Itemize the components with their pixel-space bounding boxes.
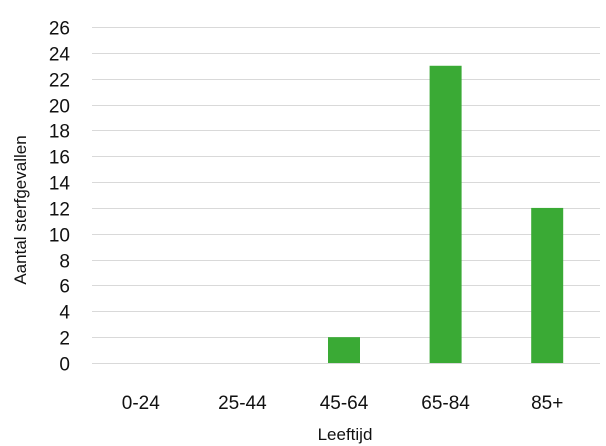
x-tick-label: 85+ [531,393,563,414]
y-tick-label: 4 [59,303,70,324]
y-tick-label: 18 [49,122,70,143]
bars [328,65,564,364]
bar-45-64 [328,337,360,363]
x-axis-title: Leeftijd [318,425,373,444]
y-tick-label: 2 [59,329,70,350]
y-tick-label: 6 [59,277,70,298]
y-tick-label: 8 [59,252,70,273]
bar-85+ [531,207,564,363]
x-tick-label: 65-84 [421,393,470,414]
y-tick-label: 22 [49,71,70,92]
bar-65-84 [429,65,462,364]
y-tick-label: 0 [59,355,70,376]
x-tick-label: 45-64 [320,393,369,414]
y-tick-label: 14 [49,174,71,195]
y-tick-label: 26 [49,19,70,40]
y-tick-label: 12 [49,200,70,221]
x-axis-ticks: 0-24 25-44 45-64 65-84 85+ [122,393,564,414]
y-tick-label: 16 [49,148,70,169]
y-axis-title: Aantal sterfgevallen [11,135,30,284]
x-tick-label: 0-24 [122,393,160,414]
x-tick-label: 25-44 [218,393,267,414]
y-tick-label: 20 [49,97,70,118]
y-tick-label: 10 [49,226,70,247]
gridlines [92,27,600,364]
y-tick-label: 24 [49,45,71,66]
